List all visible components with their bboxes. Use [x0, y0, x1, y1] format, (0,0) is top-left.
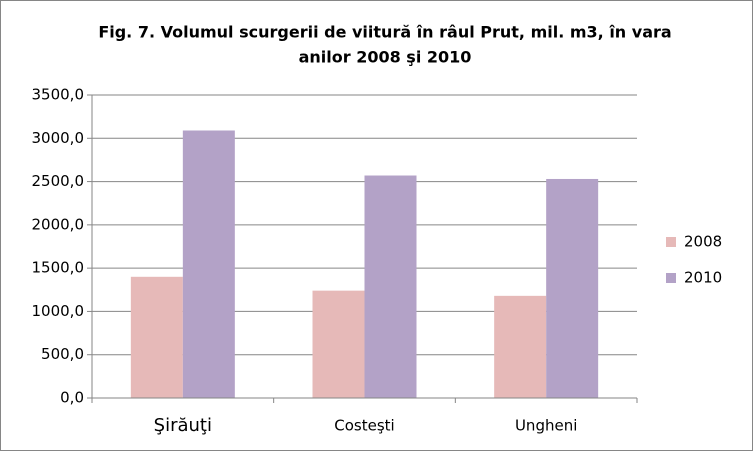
y-tick-label: 3500,0	[32, 86, 85, 104]
x-tick-label: Ungheni	[515, 417, 577, 435]
legend-label: 2008	[684, 233, 722, 251]
x-tick-label: Costeşti	[334, 417, 394, 435]
y-tick-label: 2000,0	[32, 215, 85, 233]
bar	[546, 178, 599, 398]
legend-swatch	[666, 273, 676, 283]
bar	[130, 276, 183, 398]
chart-title: Fig. 7. Volumul scurgerii de viitură în …	[98, 23, 671, 42]
legend-label: 2010	[684, 269, 722, 287]
y-tick-label: 0,0	[60, 389, 84, 407]
x-tick-label: Şirăuţi	[154, 415, 212, 436]
y-tick-label: 2500,0	[32, 172, 85, 190]
y-tick-label: 1000,0	[32, 302, 85, 320]
y-tick-label: 1500,0	[32, 259, 85, 277]
bar	[494, 295, 547, 398]
y-tick-label: 3000,0	[32, 129, 85, 147]
chart-title: anilor 2008 şi 2010	[299, 48, 472, 67]
bar	[182, 130, 235, 398]
y-tick-label: 500,0	[41, 345, 84, 363]
legend-swatch	[666, 237, 676, 247]
bar	[312, 290, 365, 398]
bar	[364, 175, 417, 398]
